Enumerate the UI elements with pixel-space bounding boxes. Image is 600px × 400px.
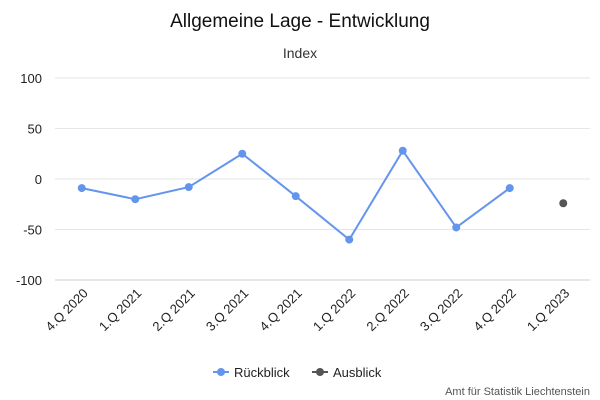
legend: Rückblick Ausblick xyxy=(213,365,382,380)
x-tick-label: 4.Q 2022 xyxy=(470,286,518,334)
legend-label-rueckblick: Rückblick xyxy=(234,365,290,380)
data-point-rueckblick[interactable] xyxy=(452,223,461,232)
y-tick-label: 0 xyxy=(35,172,42,187)
series-layer xyxy=(77,146,568,244)
chart-subtitle: Index xyxy=(283,45,317,61)
x-tick-label: 2.Q 2021 xyxy=(149,286,197,334)
y-tick-label: 100 xyxy=(20,71,42,86)
data-point-rueckblick[interactable] xyxy=(291,192,300,201)
legend-marker-ausblick xyxy=(316,368,324,376)
data-point-rueckblick[interactable] xyxy=(184,183,193,192)
x-tick-label: 3.Q 2022 xyxy=(417,286,465,334)
credit-text: Amt für Statistik Liechtenstein xyxy=(445,386,590,398)
grid-lines xyxy=(55,77,590,281)
x-tick-label: 1.Q 2022 xyxy=(310,286,358,334)
x-tick-label: 3.Q 2021 xyxy=(203,286,251,334)
data-point-rueckblick[interactable] xyxy=(505,184,514,193)
legend-label-ausblick: Ausblick xyxy=(333,365,382,380)
data-point-rueckblick[interactable] xyxy=(345,235,354,244)
chart-title: Allgemeine Lage - Entwicklung xyxy=(170,11,430,32)
y-tick-label: -100 xyxy=(16,273,42,288)
x-axis-tick-labels: 4.Q 2020 1.Q 2021 2.Q 2021 3.Q 2021 4.Q 2021… xyxy=(42,286,572,334)
data-point-rueckblick[interactable] xyxy=(77,184,86,193)
x-tick-label: 1.Q 2021 xyxy=(96,286,144,334)
y-axis-tick-labels: 100 50 0 -50 -100 xyxy=(16,71,42,288)
data-point-rueckblick[interactable] xyxy=(398,146,407,155)
x-tick-label: 1.Q 2023 xyxy=(524,286,572,334)
x-tick-label: 2.Q 2022 xyxy=(363,286,411,334)
x-tick-label: 4.Q 2020 xyxy=(42,286,90,334)
legend-marker-rueckblick xyxy=(217,368,225,376)
y-tick-label: -50 xyxy=(23,223,42,238)
x-tick-label: 4.Q 2021 xyxy=(256,286,304,334)
legend-item-ausblick[interactable]: Ausblick xyxy=(312,365,382,380)
y-tick-label: 50 xyxy=(28,122,42,137)
data-point-ausblick[interactable] xyxy=(559,199,568,208)
data-point-rueckblick[interactable] xyxy=(238,149,247,158)
legend-item-rueckblick[interactable]: Rückblick xyxy=(213,365,290,380)
data-point-rueckblick[interactable] xyxy=(131,195,140,204)
